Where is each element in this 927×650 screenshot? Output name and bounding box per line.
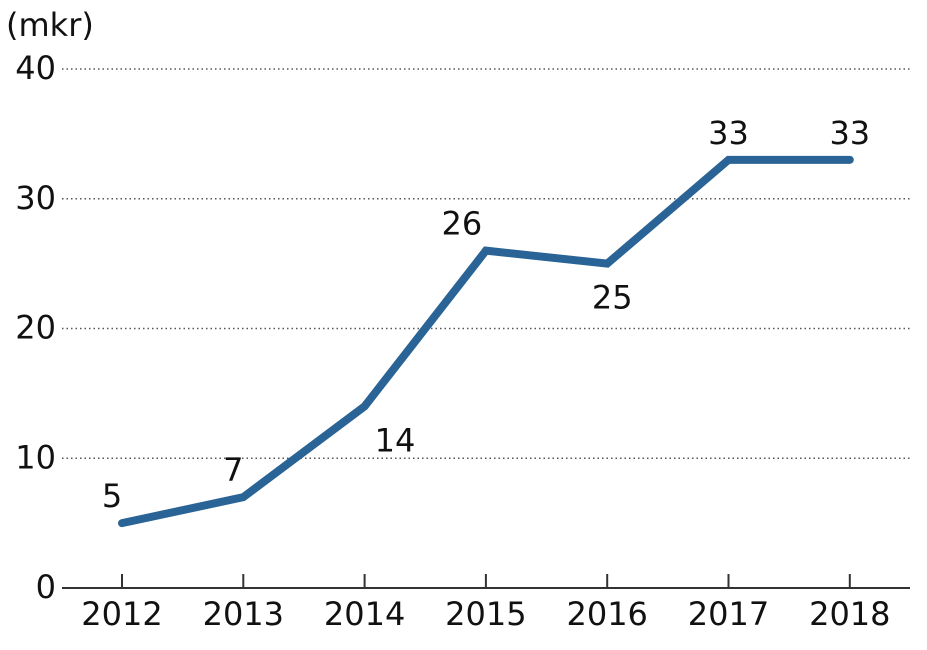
y-tick-label: 40 [15, 49, 56, 87]
x-tick-label: 2015 [445, 595, 526, 633]
x-tick-label: 2012 [81, 595, 162, 633]
series-line-group [118, 155, 854, 528]
series-line [118, 155, 854, 528]
x-tick-label: 2018 [809, 595, 890, 633]
data-labels: 5 7 14 26 25 33 33 [102, 114, 870, 515]
x-tick-label: 2014 [324, 595, 405, 633]
y-tick-label: 10 [15, 438, 56, 476]
y-tick-label: 30 [15, 179, 56, 217]
x-tick-label: 2016 [566, 595, 647, 633]
y-tick-label: 20 [15, 309, 56, 347]
gridlines [62, 68, 910, 459]
x-tick-label: 2017 [688, 595, 769, 633]
data-label: 33 [708, 114, 749, 152]
y-tick-label: 0 [36, 568, 56, 606]
data-label: 25 [592, 279, 633, 317]
data-label: 33 [829, 114, 870, 152]
data-label: 26 [442, 205, 483, 243]
data-label: 7 [223, 451, 243, 489]
y-axis-tick-labels: 0 10 20 30 40 [15, 49, 56, 606]
y-unit-label: (mkr) [6, 6, 94, 44]
data-label: 5 [102, 477, 122, 515]
data-label: 14 [375, 421, 416, 459]
x-tick-label: 2013 [203, 595, 284, 633]
x-axis-ticks: 2012 2013 2014 2015 2016 2017 2018 [81, 574, 891, 633]
